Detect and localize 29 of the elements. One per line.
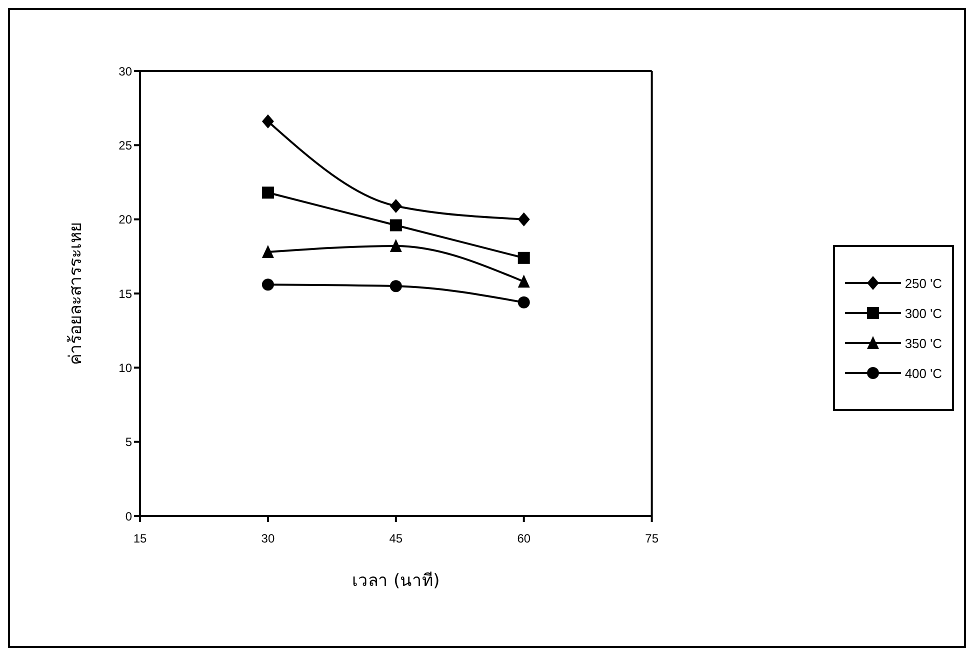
point [390, 280, 402, 292]
legend-label: 400 'C [904, 366, 942, 380]
point [390, 219, 402, 232]
legend-label: 350 'C [904, 336, 942, 350]
point [262, 244, 274, 258]
point [518, 212, 530, 226]
y-tick-label: 10 [118, 360, 132, 375]
y-tick-label: 5 [125, 435, 132, 450]
point [390, 198, 402, 213]
y-axis-title: ค่าร้อยละสารระเหย [66, 222, 86, 365]
y-tick-label: 0 [125, 509, 132, 524]
x-tick-label: 45 [389, 532, 403, 546]
point [518, 274, 530, 288]
y-tick-label: 25 [118, 138, 132, 152]
point [262, 114, 274, 128]
x-axis-title: เวลา (นาที) [352, 571, 440, 591]
x-tick-label: 30 [261, 532, 275, 546]
legend-label: 250 'C [904, 276, 942, 290]
point [262, 278, 274, 291]
point [518, 252, 530, 264]
x-tick-label: 60 [517, 532, 531, 546]
y-tick-label: 20 [118, 212, 132, 227]
y-tick-label: 30 [118, 64, 132, 78]
point [518, 296, 530, 308]
point [390, 239, 402, 252]
y-tick-label: 15 [118, 286, 132, 301]
point [262, 186, 274, 199]
x-tick-label: 75 [645, 532, 659, 546]
legend-label: 300 'C [904, 306, 942, 320]
